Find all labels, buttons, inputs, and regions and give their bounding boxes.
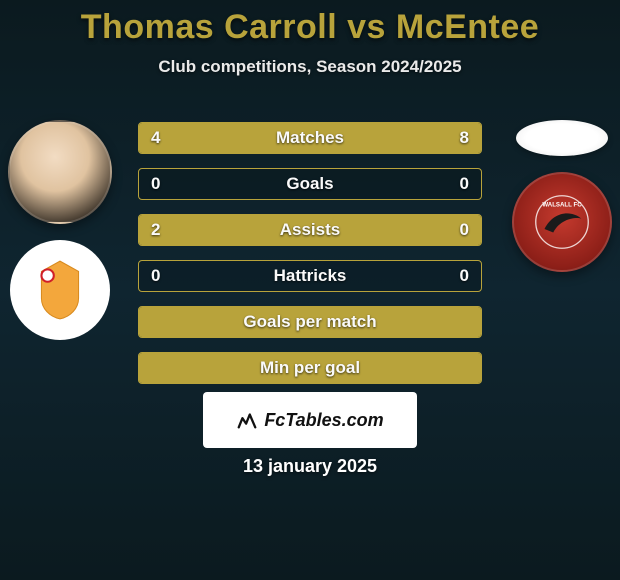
stat-label: Matches xyxy=(276,128,344,148)
footer-date: 13 january 2025 xyxy=(243,456,377,477)
page-subtitle: Club competitions, Season 2024/2025 xyxy=(0,57,620,77)
comparison-bars: 4 8 Matches 0 0 Goals 2 0 Assists 0 0 Hattricks Goal… xyxy=(138,122,482,384)
stat-label: Min per goal xyxy=(260,358,360,378)
player-left-avatar xyxy=(8,120,112,224)
walsall-badge-icon: WALSALL FC xyxy=(534,194,590,250)
stat-value-left: 0 xyxy=(151,174,160,194)
stat-bar: Min per goal xyxy=(138,352,482,384)
stat-bar: 4 8 Matches xyxy=(138,122,482,154)
stat-value-right: 0 xyxy=(460,266,469,286)
stat-value-right: 8 xyxy=(460,128,469,148)
club-badge-left xyxy=(10,240,110,340)
stat-label: Goals per match xyxy=(243,312,376,332)
site-badge[interactable]: FcTables.com xyxy=(203,392,417,448)
mk-dons-badge-icon xyxy=(27,257,93,323)
right-player-column: WALSALL FC xyxy=(512,120,612,272)
svg-text:WALSALL FC: WALSALL FC xyxy=(542,201,582,208)
stat-bar: Goals per match xyxy=(138,306,482,338)
stat-label: Hattricks xyxy=(274,266,347,286)
player-right-avatar-placeholder xyxy=(516,120,608,156)
stat-bar: 0 0 Hattricks xyxy=(138,260,482,292)
stat-label: Goals xyxy=(286,174,333,194)
page-title: Thomas Carroll vs McEntee xyxy=(0,0,620,47)
left-player-column xyxy=(8,120,112,340)
stat-value-left: 2 xyxy=(151,220,160,240)
site-label: FcTables.com xyxy=(264,410,383,431)
stat-value-left: 0 xyxy=(151,266,160,286)
stat-label: Assists xyxy=(280,220,340,240)
club-badge-right: WALSALL FC xyxy=(512,172,612,272)
stat-bar: 2 0 Assists xyxy=(138,214,482,246)
site-logo-icon xyxy=(236,409,258,431)
stat-bar: 0 0 Goals xyxy=(138,168,482,200)
stat-value-left: 4 xyxy=(151,128,160,148)
stat-value-right: 0 xyxy=(460,174,469,194)
stat-value-right: 0 xyxy=(460,220,469,240)
